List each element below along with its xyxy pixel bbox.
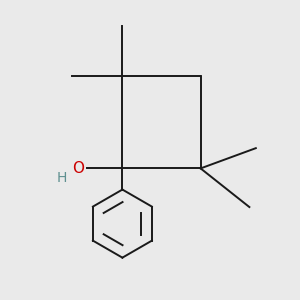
Text: H: H (56, 171, 67, 184)
Text: O: O (72, 161, 84, 176)
